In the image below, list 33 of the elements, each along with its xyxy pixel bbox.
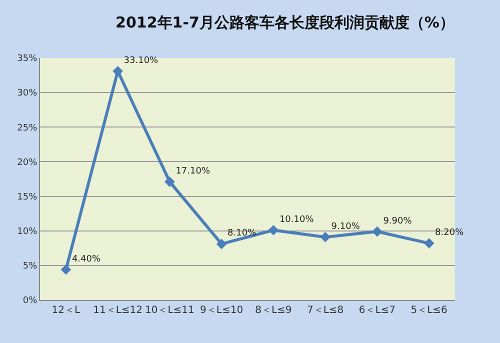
point [112, 66, 124, 76]
data-label: 8.10% [228, 228, 257, 239]
y-tick-label: 25% [17, 123, 38, 134]
data-label: 8.20% [435, 228, 464, 238]
point [164, 176, 175, 187]
x-tick-label: 6＜L≤7 [358, 305, 396, 316]
data-label: 9.90% [383, 216, 412, 226]
point [268, 224, 279, 236]
point [216, 238, 227, 250]
chart-title: 2012年1-7月公路客车各长度段利润贡献度（%） [116, 14, 454, 32]
y-tick-label: 5% [22, 262, 38, 272]
y-tick-label: 15% [17, 192, 38, 202]
data-label: 17.10% [176, 166, 210, 177]
x-tick-label: 8＜L≤9 [255, 305, 292, 316]
y-tick-label: 10% [17, 227, 38, 238]
data-label: 9.10% [331, 222, 360, 232]
x-tick-label: 12＜L [52, 305, 81, 316]
x-tick-label: 9＜L≤10 [200, 305, 244, 316]
y-tick-label: 30% [17, 88, 38, 99]
y-tick-label: 0% [22, 296, 38, 306]
point [60, 264, 72, 275]
x-tick-label: 10＜L≤11 [144, 305, 194, 316]
data-label: 10.10% [279, 214, 314, 225]
point [372, 226, 382, 237]
point [320, 232, 331, 242]
x-tick-label: 5＜L≤6 [410, 305, 448, 316]
x-tick-label: 7＜L≤8 [306, 305, 344, 316]
y-tick-label: 35% [17, 54, 38, 64]
y-tick-label: 20% [17, 158, 38, 168]
data-label: 4.40% [72, 254, 101, 264]
data-label: 33.10% [124, 56, 159, 66]
point [424, 238, 434, 248]
x-tick-label: 11＜L≤12 [93, 305, 143, 316]
